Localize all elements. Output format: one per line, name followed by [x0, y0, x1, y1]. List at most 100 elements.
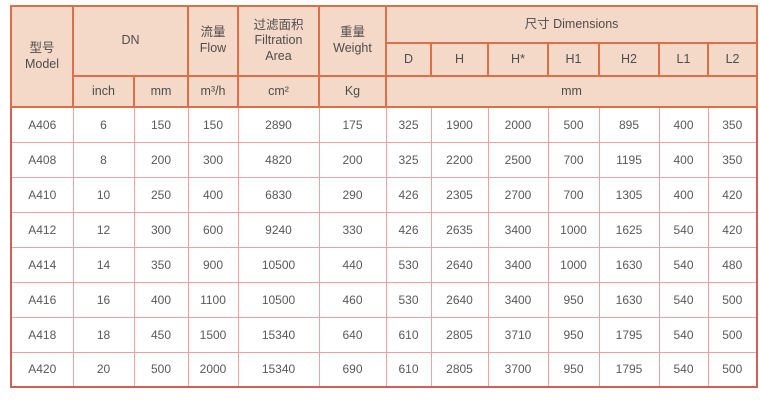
value-cell: 895 — [598, 106, 660, 143]
value-cell: 15340 — [237, 316, 320, 353]
value-cell: 426 — [385, 176, 432, 213]
value-cell: 350 — [133, 246, 189, 283]
value-cell: 950 — [547, 316, 600, 353]
value-cell: 1625 — [598, 211, 660, 248]
value-cell: 540 — [658, 281, 709, 318]
table-row-a418: A418 18 450 1500 15340 640 610 2805 3710… — [10, 316, 758, 353]
table-row-a406: A406 6 150 150 2890 175 325 1900 2000 50… — [10, 106, 758, 143]
value-cell: 12 — [72, 211, 135, 248]
value-cell: 350 — [707, 141, 758, 178]
header-row-dimension-columns: D H H* H1 H2 L1 L2 — [11, 42, 759, 77]
value-cell: 900 — [187, 246, 239, 283]
table-row-a420: A420 20 500 2000 15340 690 610 2805 3700… — [10, 351, 758, 388]
model-cell: A408 — [10, 141, 74, 178]
model-cell: A420 — [10, 351, 74, 388]
value-cell: 2805 — [430, 351, 489, 388]
value-cell: 500 — [707, 281, 758, 318]
value-cell: 2890 — [237, 106, 320, 143]
value-cell: 2000 — [187, 351, 239, 388]
value-cell: 6 — [72, 106, 135, 143]
value-cell: 15340 — [237, 351, 320, 388]
value-cell: 3400 — [487, 211, 549, 248]
value-cell: 3400 — [487, 281, 549, 318]
value-cell: 325 — [385, 106, 432, 143]
unit-filtration-area: cm² — [237, 75, 320, 108]
value-cell: 610 — [385, 316, 432, 353]
value-cell: 3700 — [487, 351, 549, 388]
value-cell: 2635 — [430, 211, 489, 248]
value-cell: 640 — [318, 316, 387, 353]
value-cell: 460 — [318, 281, 387, 318]
header-col-h2: H2 — [598, 42, 660, 77]
value-cell: 300 — [187, 141, 239, 178]
value-cell: 150 — [187, 106, 239, 143]
unit-dn-mm: mm — [133, 75, 189, 108]
value-cell: 500 — [133, 351, 189, 388]
value-cell: 530 — [385, 246, 432, 283]
value-cell: 10500 — [237, 246, 320, 283]
value-cell: 350 — [707, 106, 758, 143]
value-cell: 500 — [707, 351, 758, 388]
value-cell: 10 — [72, 176, 135, 213]
value-cell: 330 — [318, 211, 387, 248]
value-cell: 2305 — [430, 176, 489, 213]
value-cell: 426 — [385, 211, 432, 248]
value-cell: 2700 — [487, 176, 549, 213]
value-cell: 1900 — [430, 106, 489, 143]
header-col-l2: L2 — [706, 42, 759, 77]
value-cell: 9240 — [237, 211, 320, 248]
value-cell: 2640 — [430, 246, 489, 283]
model-cell: A416 — [10, 281, 74, 318]
header-row-units: inch mm m³/h cm² Kg mm — [11, 75, 759, 108]
value-cell: 950 — [547, 281, 600, 318]
value-cell: 540 — [658, 211, 709, 248]
value-cell: 325 — [385, 141, 432, 178]
model-cell: A412 — [10, 211, 74, 248]
value-cell: 4820 — [237, 141, 320, 178]
value-cell: 700 — [547, 176, 600, 213]
header-col-h-star: H* — [487, 42, 549, 77]
value-cell: 1195 — [598, 141, 660, 178]
value-cell: 1100 — [187, 281, 239, 318]
value-cell: 3710 — [487, 316, 549, 353]
value-cell: 2640 — [430, 281, 489, 318]
value-cell: 250 — [133, 176, 189, 213]
value-cell: 1000 — [547, 211, 600, 248]
unit-flow: m³/h — [187, 75, 239, 108]
value-cell: 540 — [658, 351, 709, 388]
table-row-a412: A412 12 300 600 9240 330 426 2635 3400 1… — [10, 211, 758, 248]
value-cell: 1305 — [598, 176, 660, 213]
value-cell: 690 — [318, 351, 387, 388]
model-cell: A414 — [10, 246, 74, 283]
value-cell: 440 — [318, 246, 387, 283]
value-cell: 2200 — [430, 141, 489, 178]
value-cell: 300 — [133, 211, 189, 248]
value-cell: 2000 — [487, 106, 549, 143]
value-cell: 600 — [187, 211, 239, 248]
model-cell: A418 — [10, 316, 74, 353]
header-filtration-area: 过滤面积 Filtration Area — [237, 5, 320, 77]
value-cell: 400 — [187, 176, 239, 213]
header-dimensions: 尺寸 Dimensions — [384, 5, 759, 44]
header-col-l1: L1 — [658, 42, 709, 77]
value-cell: 14 — [72, 246, 135, 283]
value-cell: 480 — [707, 246, 758, 283]
value-cell: 1795 — [598, 351, 660, 388]
value-cell: 20 — [72, 351, 135, 388]
header-row-top: 型号 Model DN 流量 Flow 过滤面积 Filtration Area… — [10, 5, 759, 108]
value-cell: 400 — [133, 281, 189, 318]
value-cell: 610 — [385, 351, 432, 388]
value-cell: 530 — [385, 281, 432, 318]
header-col-h1: H1 — [547, 42, 600, 77]
value-cell: 2805 — [430, 316, 489, 353]
value-cell: 200 — [133, 141, 189, 178]
value-cell: 400 — [658, 106, 709, 143]
table-row-a408: A408 8 200 300 4820 200 325 2200 2500 70… — [10, 141, 758, 178]
value-cell: 450 — [133, 316, 189, 353]
header-weight: 重量 Weight — [318, 5, 387, 77]
value-cell: 1500 — [187, 316, 239, 353]
header-flow: 流量 Flow — [187, 5, 239, 77]
value-cell: 500 — [707, 316, 758, 353]
value-cell: 500 — [547, 106, 600, 143]
